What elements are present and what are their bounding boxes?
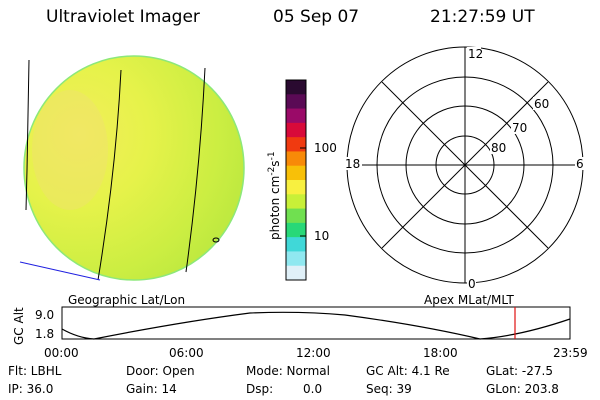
- colorbar-segment: [286, 80, 306, 95]
- dsp-value: 0.0: [303, 382, 323, 396]
- observation-time: 21:27:59 UT: [430, 7, 535, 27]
- coastline-mark: [212, 237, 220, 243]
- instrument-title: Ultraviolet Imager: [46, 7, 200, 27]
- colorbar-tick-100: 100: [314, 141, 337, 155]
- observation-date: 05 Sep 07: [273, 7, 360, 27]
- gain-status: Gain: 14: [126, 382, 177, 396]
- glat-status: GLat: -27.5: [486, 364, 553, 378]
- colorbar-segment: [286, 222, 306, 238]
- longitude-line: [97, 69, 122, 281]
- mlt-label-18: 18: [345, 157, 360, 171]
- mode-status: Mode: Normal: [246, 364, 330, 378]
- mlt-label-6: 6: [576, 157, 584, 171]
- mlat-label-80: 80: [491, 141, 506, 155]
- time-tick-1200: 12:00: [296, 346, 331, 360]
- time-tick-0000: 00:00: [44, 346, 79, 360]
- colorbar-unit-label: photon cm-2s-1: [267, 151, 282, 240]
- mlat-label-60: 60: [534, 97, 549, 111]
- longitude-line: [25, 59, 30, 211]
- colorbar-segment: [286, 151, 306, 167]
- colorbar-segment: [286, 165, 306, 181]
- colorbar-segment: [286, 251, 306, 267]
- mlt-label-0: 0: [468, 277, 476, 291]
- glon-status: GLon: 203.8: [486, 382, 559, 396]
- colorbar-segment: [286, 194, 306, 210]
- dsp-status: Dsp:: [246, 382, 274, 396]
- colorbar-segment: [286, 208, 306, 224]
- colorbar-segment: [286, 237, 306, 252]
- colorbar-segment: [286, 265, 306, 281]
- mlt-label-12: 12: [468, 47, 483, 61]
- earth-disk: [23, 55, 245, 281]
- alt-axis-label: GC Alt: [12, 307, 26, 345]
- altitude-curve: [61, 311, 571, 340]
- filter-status: Flt: LBHL: [8, 364, 62, 378]
- ip-status: IP: 36.0: [8, 382, 54, 396]
- colorbar-segment: [286, 180, 306, 195]
- alt-tick-9: 9.0: [35, 308, 54, 322]
- geographic-frame-label: Geographic Lat/Lon: [68, 293, 186, 307]
- alt-tick-1.8: 1.8: [35, 327, 54, 341]
- meridian-diag-2: [381, 81, 549, 249]
- door-status: Door: Open: [126, 364, 195, 378]
- gc-alt-status: GC Alt: 4.1 Re: [366, 364, 450, 378]
- colorbar-segment: [286, 122, 306, 138]
- time-tick-2359: 23:59: [553, 346, 588, 360]
- apex-frame-label: Apex MLat/MLT: [424, 293, 514, 307]
- longitude-line: [185, 67, 206, 273]
- colorbar-segment: [286, 108, 306, 124]
- colorbar-segment: [286, 94, 306, 110]
- seq-status: Seq: 39: [366, 382, 412, 396]
- colorbar-tick-10: 10: [314, 229, 329, 243]
- time-tick-1800: 18:00: [423, 346, 458, 360]
- mlat-label-70: 70: [512, 121, 527, 135]
- terminator-line: [19, 261, 101, 281]
- time-tick-0600: 06:00: [169, 346, 204, 360]
- earth-highlight: [32, 90, 108, 210]
